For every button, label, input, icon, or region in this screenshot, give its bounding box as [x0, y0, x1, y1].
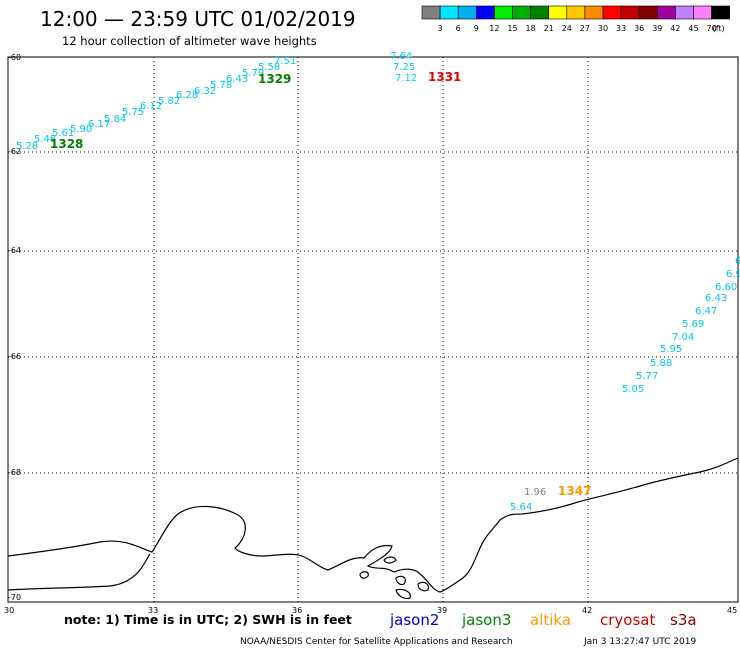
wave-height-value: 5.78 [210, 80, 232, 91]
colorbar-label: 6 [456, 24, 461, 33]
wave-height-value: 6.17 [88, 119, 110, 130]
wave-height-value: 5.28 [16, 141, 38, 152]
wave-height-value: 5.69 [682, 319, 704, 330]
footer-note: note: 1) Time is in UTC; 2) SWH is in fe… [64, 612, 352, 627]
colorbar-swatch [512, 5, 531, 20]
colorbar-label: 24 [562, 24, 572, 33]
map-frame [7, 56, 739, 603]
map-title: 12:00 — 23:59 UTC 01/02/2019 [40, 7, 356, 31]
coastline [7, 457, 739, 600]
wave-height-value: 5.77 [636, 371, 658, 382]
wave-height-value: 5.88 [650, 358, 672, 369]
wave-height-value: 6.47 [695, 306, 717, 317]
colorbar-label: 36 [634, 24, 644, 33]
lon-label: 45 [727, 606, 737, 615]
colorbar-swatch [584, 5, 604, 20]
pass-id-label: 1331 [428, 70, 461, 84]
wave-height-value: 5.64 [510, 502, 532, 513]
wave-height-value: 6.28 [176, 90, 198, 101]
wave-height-observations: 5.285.485.615.906.175.845.756.125.826.28… [16, 51, 740, 513]
lon-label: 33 [148, 606, 158, 615]
wave-height-value: 5.90 [70, 124, 92, 135]
pass-id-label: 1329 [258, 72, 291, 86]
wave-height-value: 6.60 [715, 282, 737, 293]
colorbar-label: 70 [707, 24, 717, 33]
mission-jason2-label: jason2 [389, 611, 439, 629]
colorbar-label: 42 [670, 24, 680, 33]
wave-height-value: 7.12 [395, 73, 417, 84]
lon-label: 42 [582, 606, 592, 615]
wave-height-value: 1.96 [524, 487, 546, 498]
colorbar-label: 18 [526, 24, 536, 33]
lat-label: -68 [8, 468, 21, 477]
wave-height-value: 6.32 [194, 86, 216, 97]
lon-label: 39 [437, 606, 447, 615]
colorbar-label: 39 [652, 24, 662, 33]
colorbar-swatch [457, 5, 477, 20]
colorbar-swatch [638, 5, 658, 20]
lat-label: -62 [8, 147, 21, 156]
wave-height-value: 5.58 [258, 62, 280, 73]
mission-s3a-label: s3a [670, 611, 697, 629]
wave-height-value: 6 [735, 256, 740, 267]
colorbar-swatch [566, 5, 586, 20]
pass-id-label: 1328 [50, 137, 83, 151]
mission-jason3-label: jason3 [461, 611, 511, 629]
wave-height-value: 5.75 [122, 107, 144, 118]
colorbar-label: 12 [489, 24, 499, 33]
wave-height-value: 5.79 [242, 68, 264, 79]
lon-label: 36 [292, 606, 302, 615]
wave-height-value: 7.64 [390, 51, 412, 62]
colorbar-label: 15 [507, 24, 517, 33]
wave-height-value: 5.05 [622, 384, 644, 395]
lat-label: -64 [8, 246, 21, 255]
wave-height-value: 6.12 [140, 101, 162, 112]
wave-height-value: 7.25 [393, 62, 415, 73]
colorbar-swatch [475, 5, 495, 20]
colorbar-label: 3 [438, 24, 443, 33]
wave-height-value: 7.51 [274, 56, 296, 67]
wave-height-value: 6.9 [726, 269, 740, 280]
colorbar-swatch [675, 5, 694, 20]
colorbar-swatch [548, 5, 568, 20]
colorbar-swatch [693, 5, 712, 20]
wave-height-value: 6.43 [705, 293, 727, 304]
mission-altika-label: altika [530, 611, 571, 629]
colorbar-swatch [711, 5, 730, 20]
colorbar-unit: (ft) [713, 24, 725, 33]
colorbar-swatch [530, 5, 549, 20]
wave-height-value: 5.61 [52, 128, 74, 139]
footer-credit: NOAA/NESDIS Center for Satellite Applica… [240, 637, 513, 647]
map-gridlines [8, 57, 738, 602]
colorbar-swatch [620, 5, 640, 20]
wave-height-value: 7.04 [672, 332, 694, 343]
colorbar-swatch [656, 5, 676, 20]
wave-height-value: 5.84 [104, 114, 126, 125]
wave-height-value: 5.48 [34, 134, 56, 145]
map-subtitle: 12 hour collection of altimeter wave hei… [62, 34, 317, 48]
colorbar-label: 30 [598, 24, 608, 33]
colorbar-label: 27 [580, 24, 590, 33]
colorbar-swatch [421, 5, 441, 20]
colorbar-label: 21 [544, 24, 554, 33]
wave-height-value: 6.43 [226, 74, 248, 85]
mission-cryosat-label: cryosat [600, 611, 655, 629]
lat-label: -60 [8, 53, 21, 62]
footer-timestamp: Jan 3 13:27:47 UTC 2019 [583, 637, 696, 647]
colorbar-label: 9 [474, 24, 479, 33]
colorbar-label: 45 [688, 24, 698, 33]
colorbar-swatch [439, 5, 459, 20]
mission-legend: jason2 jason3 altika cryosat s3a [389, 611, 697, 629]
wave-height-value: 5.82 [158, 96, 180, 107]
color-scale-legend: 3 6 9 12 15 18 21 24 27 30 33 36 39 42 45 70(ft) [421, 5, 730, 33]
colorbar-swatch [602, 5, 622, 20]
colorbar-swatch [494, 5, 513, 20]
colorbar-label: 33 [616, 24, 626, 33]
lon-label: 30 [4, 606, 14, 615]
wave-height-value: 5.95 [660, 344, 682, 355]
lat-label: -66 [8, 352, 21, 361]
pass-id-label: 1347 [558, 484, 591, 498]
lat-label: -70 [8, 593, 21, 602]
